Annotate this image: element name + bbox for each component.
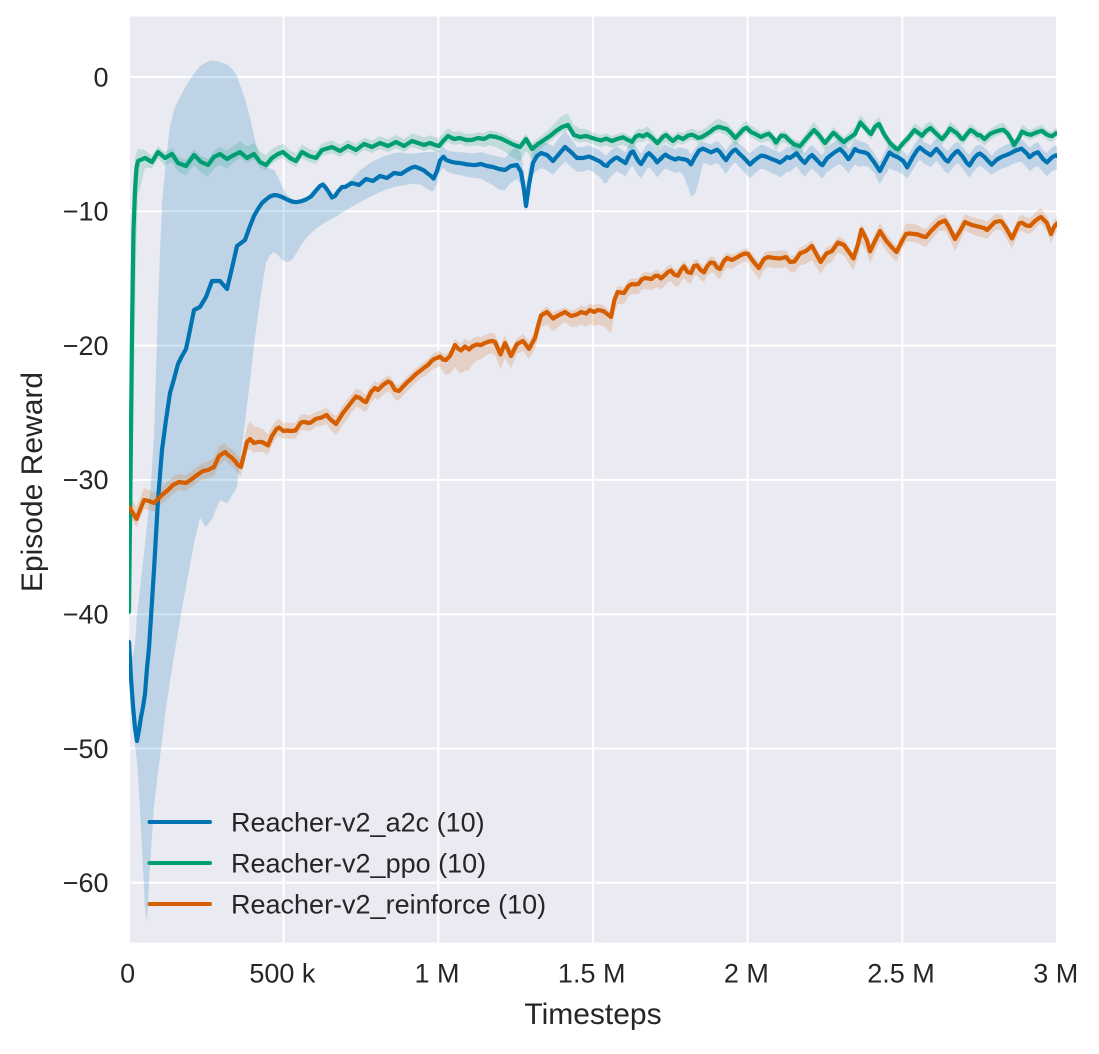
- svg-text:3 M: 3 M: [1033, 959, 1078, 989]
- svg-text:−50: −50: [63, 734, 109, 764]
- svg-text:Reacher-v2_a2c (10): Reacher-v2_a2c (10): [231, 807, 485, 837]
- svg-text:1.5 M: 1.5 M: [558, 959, 626, 989]
- svg-text:Reacher-v2_reinforce (10): Reacher-v2_reinforce (10): [231, 889, 546, 919]
- svg-text:0: 0: [120, 959, 135, 989]
- svg-text:1 M: 1 M: [414, 959, 459, 989]
- svg-text:Timesteps: Timesteps: [524, 998, 661, 1031]
- svg-text:500 k: 500 k: [249, 959, 316, 989]
- svg-text:Episode Reward: Episode Reward: [16, 372, 49, 592]
- svg-text:−30: −30: [63, 465, 109, 495]
- svg-text:2 M: 2 M: [724, 959, 769, 989]
- svg-text:−20: −20: [63, 331, 109, 361]
- svg-text:−60: −60: [63, 868, 109, 898]
- svg-text:−10: −10: [63, 197, 109, 227]
- svg-text:2.5 M: 2.5 M: [867, 959, 935, 989]
- svg-text:Reacher-v2_ppo (10): Reacher-v2_ppo (10): [231, 848, 486, 878]
- svg-text:−40: −40: [63, 600, 109, 630]
- svg-text:0: 0: [93, 62, 108, 92]
